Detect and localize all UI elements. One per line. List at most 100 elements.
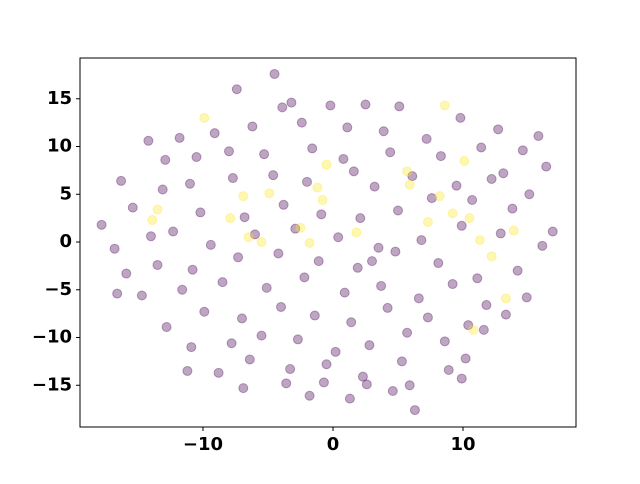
point <box>209 128 220 139</box>
point <box>317 195 328 206</box>
point <box>416 235 427 246</box>
point <box>247 121 258 132</box>
point <box>136 290 147 301</box>
point <box>273 248 284 259</box>
point <box>447 279 458 290</box>
point <box>390 246 401 257</box>
point <box>433 258 444 269</box>
point <box>434 191 445 202</box>
point <box>295 222 306 233</box>
point <box>537 240 548 251</box>
point <box>302 176 313 187</box>
y-tick-label: 10 <box>47 136 72 157</box>
point <box>351 227 362 238</box>
point <box>256 237 267 248</box>
point <box>277 102 288 113</box>
point <box>464 213 475 224</box>
point <box>338 153 349 164</box>
point <box>313 256 324 267</box>
point <box>500 293 511 304</box>
point <box>394 101 405 112</box>
point <box>227 173 238 184</box>
point <box>143 135 154 146</box>
point <box>486 173 497 184</box>
point <box>290 223 301 234</box>
point <box>393 205 404 216</box>
point <box>233 252 244 263</box>
point <box>304 237 315 248</box>
y-tick-label: −10 <box>32 327 72 348</box>
point <box>238 383 249 394</box>
point <box>404 380 415 391</box>
point <box>269 68 280 79</box>
point <box>186 342 197 353</box>
point <box>521 292 532 303</box>
point <box>223 146 234 157</box>
point <box>96 219 107 230</box>
point <box>187 264 198 275</box>
point <box>304 390 315 401</box>
point <box>474 235 485 246</box>
point <box>348 166 359 177</box>
point <box>547 226 558 237</box>
point <box>443 364 454 375</box>
point <box>367 256 378 267</box>
point <box>321 159 332 170</box>
point <box>261 282 272 293</box>
point <box>199 306 210 317</box>
point <box>396 356 407 367</box>
point <box>382 302 393 313</box>
point <box>127 202 138 213</box>
point <box>225 213 236 224</box>
point <box>168 226 179 237</box>
point <box>112 288 123 299</box>
x-tick-label: 0 <box>327 434 340 455</box>
point <box>152 204 163 215</box>
point <box>184 178 195 189</box>
point <box>243 232 254 243</box>
point <box>486 251 497 262</box>
point <box>512 265 523 276</box>
point <box>174 132 185 143</box>
point <box>456 373 467 384</box>
point <box>407 171 418 182</box>
point <box>177 284 188 295</box>
point <box>447 208 458 219</box>
point <box>507 203 518 214</box>
point <box>360 99 371 110</box>
point <box>333 232 344 243</box>
point <box>508 225 519 236</box>
y-tick-label: −5 <box>44 279 72 300</box>
point <box>422 312 433 323</box>
point <box>312 182 323 193</box>
point <box>318 377 329 388</box>
point <box>239 212 250 223</box>
point <box>463 320 474 331</box>
point <box>364 340 375 351</box>
point <box>344 393 355 404</box>
y-tick-label: 15 <box>47 88 72 109</box>
point <box>330 346 341 357</box>
point <box>205 239 216 250</box>
point <box>316 209 327 220</box>
point <box>481 300 492 311</box>
point <box>217 277 228 288</box>
point <box>268 170 279 181</box>
point <box>309 310 320 321</box>
point <box>226 338 237 349</box>
point <box>409 405 420 416</box>
point <box>460 353 471 364</box>
point <box>145 231 156 242</box>
point <box>439 336 450 347</box>
point <box>517 145 528 156</box>
point <box>249 229 260 240</box>
point <box>147 215 158 226</box>
point <box>472 273 483 284</box>
y-tick-label: 0 <box>59 231 72 252</box>
point <box>157 184 168 195</box>
point <box>467 195 478 206</box>
point <box>161 322 172 333</box>
point <box>385 147 396 158</box>
